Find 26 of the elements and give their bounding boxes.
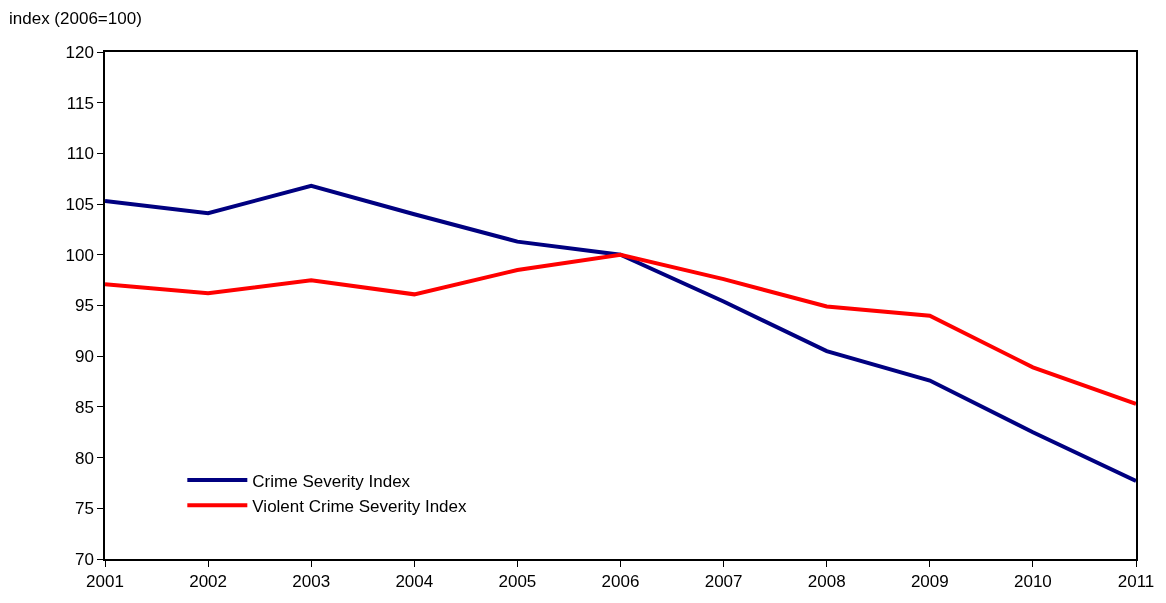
x-tick-label: 2006 [601,572,640,592]
y-tick-label: 85 [74,397,94,417]
y-axis-title: index (2006=100) [9,9,142,28]
legend-label: Violent Crime Severity Index [252,496,467,516]
x-tick-label: 2010 [1013,572,1052,592]
x-tick-label: 2011 [1117,572,1155,592]
y-tick-label: 115 [66,93,94,113]
y-tick-label: 70 [74,549,94,569]
line-series [105,252,1136,406]
x-tick-label: 2009 [910,572,949,592]
y-tick-label: 90 [74,347,94,367]
legend-label: Crime Severity Index [252,471,411,491]
x-tick-label: 2007 [704,572,743,592]
x-tick-label: 2002 [189,572,228,592]
x-tick-label: 2004 [395,572,434,592]
y-tick-label: 80 [74,448,94,468]
x-tick-label: 2008 [807,572,846,592]
y-tick-label: 95 [74,296,94,316]
y-tick-label: 105 [65,195,94,215]
y-tick-label: 110 [66,144,94,164]
y-tick-label: 75 [74,499,94,519]
y-tick-label: 120 [65,42,94,62]
x-tick-label: 2003 [292,572,331,592]
y-tick-label: 100 [65,245,94,265]
x-tick-label: 2005 [498,572,537,592]
x-tick-label: 2001 [86,572,124,592]
